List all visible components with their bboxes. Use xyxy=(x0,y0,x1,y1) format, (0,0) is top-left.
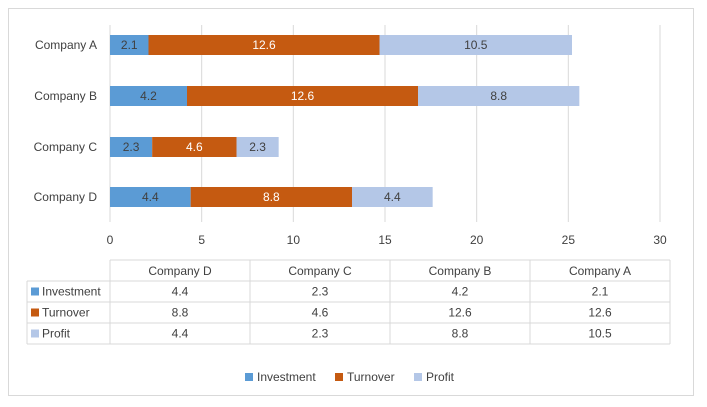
table-header-company-b: Company B xyxy=(429,264,492,278)
data-label-company-b-turnover: 12.6 xyxy=(291,89,315,103)
data-label-company-d-investment: 4.4 xyxy=(142,190,159,204)
data-label-company-c-investment: 2.3 xyxy=(123,140,140,154)
table-cell-investment-company-c: 2.3 xyxy=(312,285,329,299)
bar-company-b-investment xyxy=(110,86,187,106)
table-row-label-turnover: Turnover xyxy=(42,306,90,320)
table-row-label-investment: Investment xyxy=(42,285,101,299)
category-label-company-a: Company A xyxy=(35,38,97,52)
table-legend-key-investment xyxy=(31,287,39,296)
data-label-company-a-profit: 10.5 xyxy=(464,38,488,52)
table-header-company-a: Company A xyxy=(569,264,631,278)
legend-key-investment xyxy=(245,373,253,381)
bar-company-a-investment xyxy=(110,35,149,55)
table-cell-profit-company-a: 10.5 xyxy=(588,327,612,341)
x-tick-label-30: 30 xyxy=(653,233,667,247)
table-cell-turnover-company-c: 4.6 xyxy=(312,306,329,320)
bar-company-c-profit xyxy=(236,137,279,157)
table-cell-investment-company-d: 4.4 xyxy=(172,285,189,299)
x-tick-label-25: 25 xyxy=(562,233,576,247)
data-label-company-a-turnover: 12.6 xyxy=(252,38,276,52)
table-cell-turnover-company-d: 8.8 xyxy=(172,306,189,320)
bar-company-d-turnover xyxy=(190,187,352,207)
bar-company-d-profit xyxy=(352,187,433,207)
data-label-company-b-investment: 4.2 xyxy=(140,89,157,103)
table-cell-turnover-company-a: 12.6 xyxy=(588,306,612,320)
category-label-company-c: Company C xyxy=(34,140,98,154)
table-legend-key-profit xyxy=(31,329,39,338)
legend-label-turnover: Turnover xyxy=(347,370,395,384)
bar-company-b-turnover xyxy=(187,86,418,106)
data-label-company-d-turnover: 8.8 xyxy=(263,190,280,204)
table-cell-investment-company-b: 4.2 xyxy=(452,285,469,299)
chart-frame xyxy=(8,8,694,396)
data-label-company-d-profit: 4.4 xyxy=(384,190,401,204)
bar-company-a-turnover xyxy=(148,35,380,55)
data-label-company-c-turnover: 4.6 xyxy=(186,140,203,154)
table-cell-profit-company-d: 4.4 xyxy=(172,327,189,341)
x-tick-label-15: 15 xyxy=(378,233,392,247)
table-cell-investment-company-a: 2.1 xyxy=(592,285,609,299)
table-cell-profit-company-c: 2.3 xyxy=(312,327,329,341)
bar-company-c-turnover xyxy=(152,137,237,157)
legend-key-profit xyxy=(414,373,422,381)
bar-company-c-investment xyxy=(110,137,153,157)
legend-key-turnover xyxy=(335,373,343,381)
x-tick-label-0: 0 xyxy=(107,233,114,247)
table-cell-turnover-company-b: 12.6 xyxy=(448,306,472,320)
data-label-company-b-profit: 8.8 xyxy=(490,89,507,103)
category-label-company-d: Company D xyxy=(34,190,98,204)
x-tick-label-5: 5 xyxy=(198,233,205,247)
table-cell-profit-company-b: 8.8 xyxy=(452,327,469,341)
x-tick-label-10: 10 xyxy=(287,233,301,247)
legend-label-profit: Profit xyxy=(426,370,455,384)
bar-company-b-profit xyxy=(418,86,580,106)
bar-company-a-profit xyxy=(379,35,572,55)
x-tick-label-20: 20 xyxy=(470,233,484,247)
data-label-company-c-profit: 2.3 xyxy=(249,140,266,154)
data-label-company-a-investment: 2.1 xyxy=(121,38,138,52)
legend-label-investment: Investment xyxy=(257,370,316,384)
category-label-company-b: Company B xyxy=(34,89,97,103)
table-row-label-profit: Profit xyxy=(42,327,71,341)
table-legend-key-turnover xyxy=(31,308,39,317)
table-header-company-d: Company D xyxy=(148,264,212,278)
table-header-company-c: Company C xyxy=(288,264,352,278)
bar-company-d-investment xyxy=(110,187,191,207)
